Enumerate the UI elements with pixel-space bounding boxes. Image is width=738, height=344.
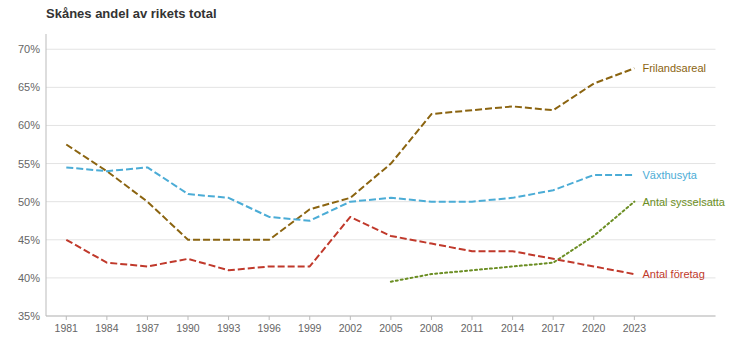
series-line [391, 202, 634, 282]
x-tick [431, 316, 432, 320]
series-label: Antal sysselsatta [642, 196, 725, 208]
series-label: Växthusyta [642, 169, 697, 181]
x-tick [106, 316, 107, 320]
y-tick-label: 45% [18, 234, 40, 246]
grid-line [46, 163, 715, 164]
series-label: Antal företag [642, 268, 704, 280]
series-line [66, 217, 634, 274]
grid-line [46, 239, 715, 240]
x-tick [390, 316, 391, 320]
x-tick [472, 316, 473, 320]
grid [46, 49, 715, 316]
x-tick-label: 1984 [95, 322, 119, 334]
y-tick-label: 65% [18, 81, 40, 93]
x-tick-label: 2014 [501, 322, 525, 334]
grid-line [46, 87, 715, 88]
x-tick-label: 2005 [379, 322, 403, 334]
grid-line [46, 125, 715, 126]
x-tick-label: 1999 [298, 322, 322, 334]
series-line [66, 68, 634, 239]
y-axis-line [46, 34, 47, 316]
x-tick-label: 1993 [217, 322, 241, 334]
y-tick-label: 50% [18, 196, 40, 208]
x-tick [553, 316, 554, 320]
x-tick-label: 2011 [461, 322, 484, 334]
x-tick [350, 316, 351, 320]
grid-line [46, 277, 715, 278]
x-tick [593, 316, 594, 320]
x-tick [188, 316, 189, 320]
series-label: Frilandsareal [642, 62, 706, 74]
grid-line [46, 316, 715, 317]
x-tick-label: 2020 [582, 322, 606, 334]
x-tick-label: 2017 [542, 322, 566, 334]
x-tick [309, 316, 310, 320]
x-tick-label: 1987 [136, 322, 160, 334]
grid-line [46, 49, 715, 50]
x-tick [228, 316, 229, 320]
y-tick-label: 55% [18, 158, 40, 170]
x-tick [512, 316, 513, 320]
x-tick-label: 2008 [420, 322, 444, 334]
x-tick-label: 1996 [257, 322, 281, 334]
x-tick-label: 2023 [623, 322, 647, 334]
title: Skånes andel av rikets total [46, 6, 217, 21]
y-tick-label: 35% [18, 310, 40, 322]
series-line [66, 167, 634, 220]
x-tick-label: 2002 [339, 322, 363, 334]
y-tick-label: 60% [18, 119, 40, 131]
x-tick [147, 316, 148, 320]
x-tick [634, 316, 635, 320]
chart: Skånes andel av rikets total 35% 40% 45% 50%… [0, 0, 738, 344]
lines [66, 68, 634, 281]
x-tick-label: 1990 [176, 322, 200, 334]
y-tick-label: 70% [18, 43, 40, 55]
y-tick-label: 40% [18, 272, 40, 284]
x-axis-line [46, 316, 715, 317]
x-tick-label: 1981 [55, 322, 79, 334]
x-tick [269, 316, 270, 320]
grid-line [46, 201, 715, 202]
x-tick [66, 316, 67, 320]
